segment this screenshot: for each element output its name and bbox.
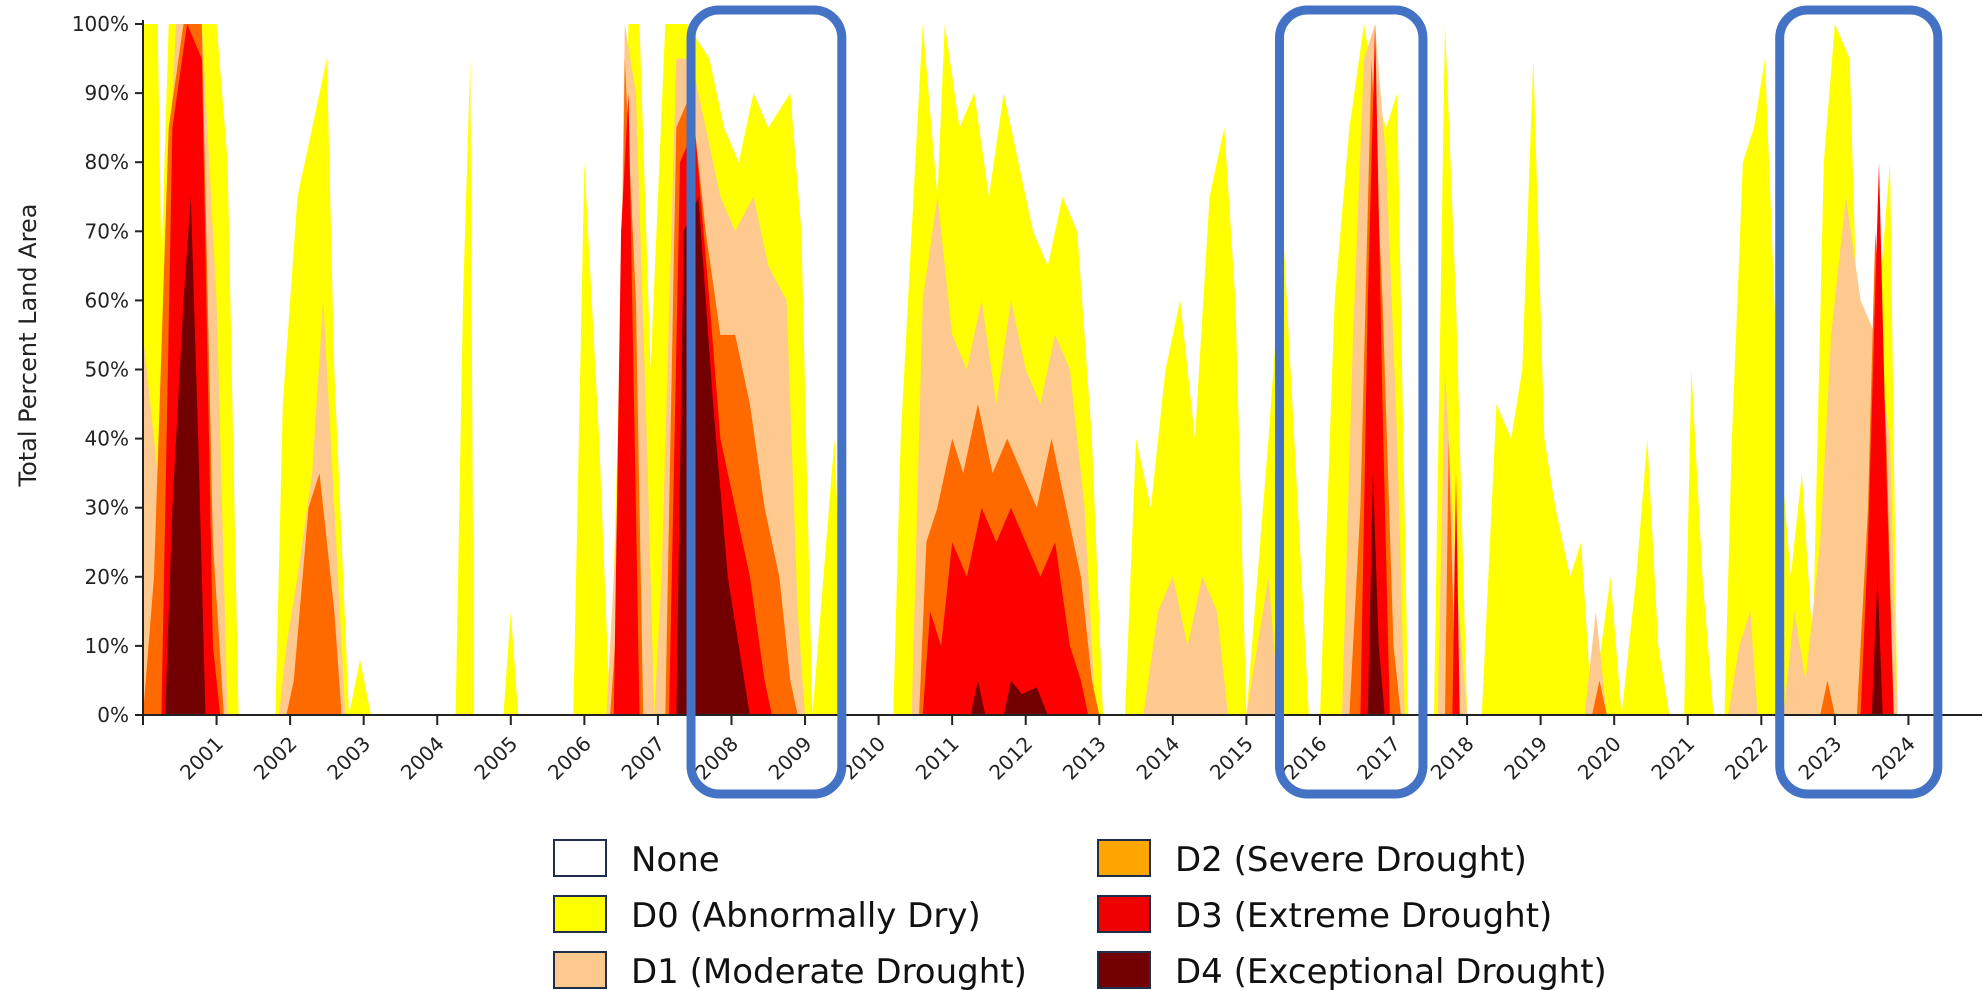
x-tick-label: 2014 bbox=[1131, 732, 1184, 785]
legend: None D0 (Abnormally Dry) D1 (Moderate Drou… bbox=[553, 839, 1607, 990]
x-tick-label: 2004 bbox=[396, 732, 449, 785]
x-tick-label: 2012 bbox=[984, 732, 1037, 785]
y-tick-label: 90% bbox=[85, 81, 129, 105]
x-tick-label: 2018 bbox=[1426, 732, 1479, 785]
legend-label-d1: D1 (Moderate Drought) bbox=[631, 952, 1027, 990]
legend-label-d0: D0 (Abnormally Dry) bbox=[631, 896, 981, 936]
x-tick-label: 2024 bbox=[1867, 732, 1920, 785]
highlight-boxes bbox=[686, 5, 1943, 799]
x-tick-label: 2003 bbox=[322, 732, 375, 785]
y-tick-label: 50% bbox=[85, 358, 129, 382]
x-tick-label: 2005 bbox=[469, 732, 522, 785]
x-tick-label: 2009 bbox=[764, 732, 817, 785]
y-tick-label: 10% bbox=[85, 634, 129, 658]
x-tick-label: 2022 bbox=[1720, 732, 1773, 785]
y-tick-label: 60% bbox=[85, 288, 129, 312]
y-tick-label: 0% bbox=[97, 703, 129, 727]
y-tick-label: 30% bbox=[85, 496, 129, 520]
y-axis-title: Total Percent Land Area bbox=[14, 204, 42, 488]
x-tick-label: 2013 bbox=[1058, 732, 1111, 785]
legend-label-none: None bbox=[631, 840, 720, 880]
x-tick-label: 2019 bbox=[1499, 732, 1552, 785]
x-tick-label: 2021 bbox=[1646, 732, 1699, 785]
y-tick-label: 80% bbox=[85, 150, 129, 174]
x-tick-label: 2002 bbox=[249, 732, 302, 785]
x-tick-label: 2020 bbox=[1573, 732, 1626, 785]
legend-swatch-d3 bbox=[1097, 895, 1151, 933]
legend-swatch-d4 bbox=[1097, 951, 1151, 989]
x-tick-label: 2011 bbox=[911, 732, 964, 785]
area-d3 bbox=[143, 24, 1894, 715]
legend-label-d4: D4 (Exceptional Drought) bbox=[1175, 952, 1607, 990]
legend-swatch-d1 bbox=[553, 951, 607, 989]
area-d1 bbox=[143, 24, 1898, 715]
legend-label-d2: D2 (Severe Drought) bbox=[1175, 840, 1527, 880]
legend-label-d3: D3 (Extreme Drought) bbox=[1175, 896, 1552, 936]
legend-swatch-none bbox=[553, 839, 607, 877]
highlight-box bbox=[1275, 5, 1428, 799]
area-series-group bbox=[143, 24, 1898, 716]
x-tick-label: 2016 bbox=[1279, 732, 1332, 785]
highlight-box bbox=[1775, 5, 1943, 799]
legend-swatch-d0 bbox=[553, 895, 607, 933]
y-tick-label: 70% bbox=[85, 219, 129, 243]
x-tick-label: 2007 bbox=[616, 732, 669, 785]
y-tick-label: 40% bbox=[85, 427, 129, 451]
x-tick-label: 2023 bbox=[1793, 732, 1846, 785]
legend-swatch-d2 bbox=[1097, 839, 1151, 877]
x-tick-label: 2015 bbox=[1205, 732, 1258, 785]
x-tick-label: 2017 bbox=[1352, 732, 1405, 785]
x-tick-label: 2006 bbox=[543, 732, 596, 785]
highlight-box bbox=[686, 5, 847, 799]
x-tick-label: 2001 bbox=[175, 732, 228, 785]
x-tick-label: 2008 bbox=[690, 732, 743, 785]
y-tick-label: 100% bbox=[72, 12, 129, 36]
y-tick-label: 20% bbox=[85, 565, 129, 589]
